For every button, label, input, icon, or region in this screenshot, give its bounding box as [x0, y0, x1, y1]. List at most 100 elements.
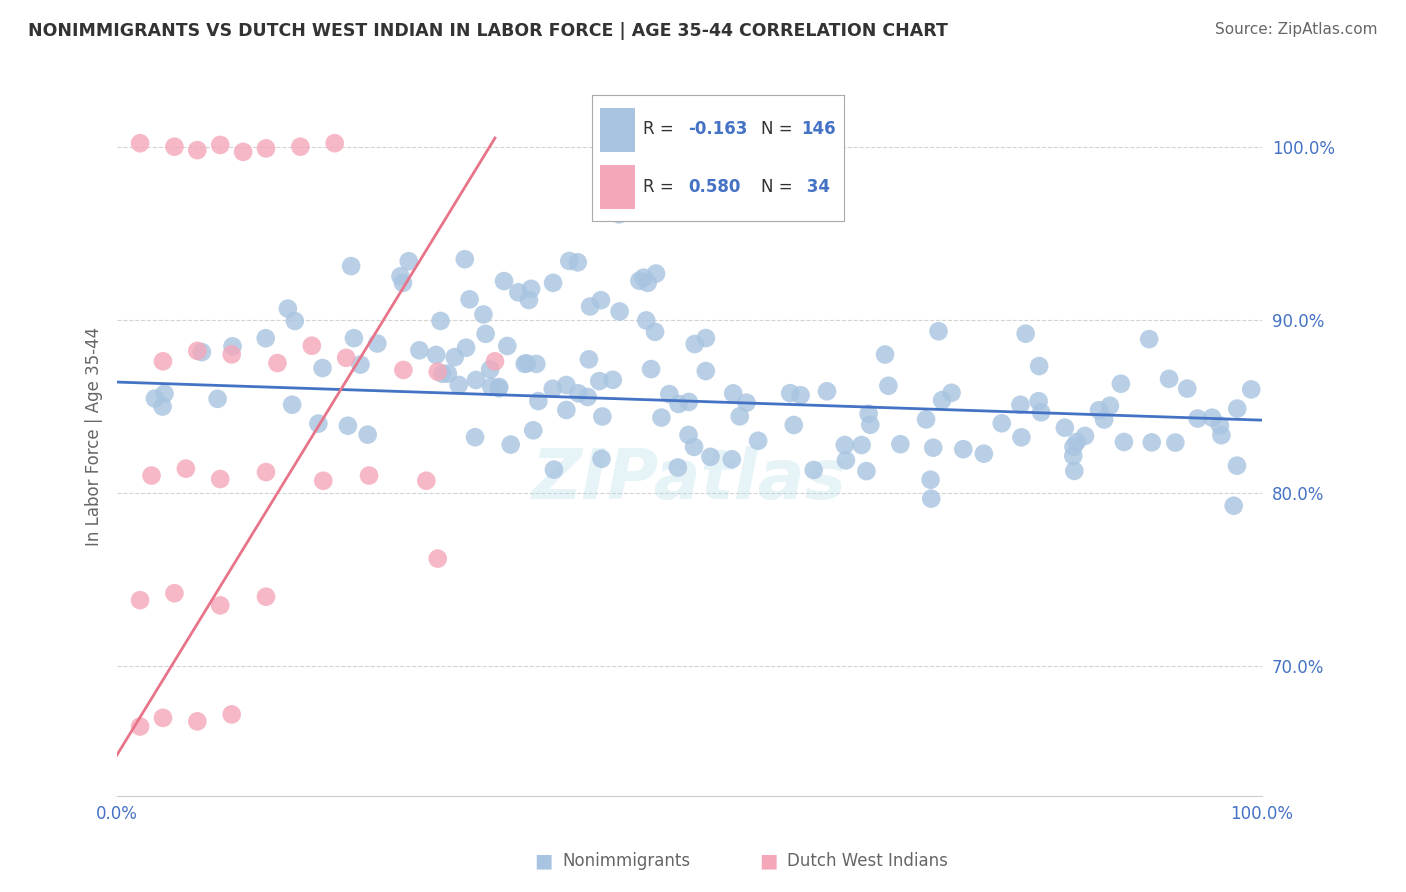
- Point: [392, 363, 415, 377]
- Point: [357, 468, 380, 483]
- Point: [640, 362, 662, 376]
- Point: [152, 354, 174, 368]
- Point: [875, 347, 897, 361]
- Point: [349, 358, 371, 372]
- Point: [607, 207, 630, 221]
- Point: [1010, 398, 1032, 412]
- Point: [877, 379, 900, 393]
- Text: Nonimmigrants: Nonimmigrants: [562, 852, 690, 870]
- Point: [541, 276, 564, 290]
- Point: [516, 356, 538, 370]
- Point: [633, 270, 655, 285]
- Point: [915, 412, 938, 426]
- Point: [1112, 434, 1135, 449]
- Point: [728, 409, 751, 424]
- Point: [520, 282, 543, 296]
- Point: [465, 373, 488, 387]
- Point: [207, 392, 229, 406]
- Point: [429, 314, 451, 328]
- Point: [931, 393, 953, 408]
- Text: ■: ■: [534, 851, 553, 871]
- Point: [1092, 412, 1115, 426]
- Point: [153, 386, 176, 401]
- Point: [221, 339, 243, 353]
- Point: [517, 293, 540, 307]
- Point: [720, 452, 742, 467]
- Point: [186, 143, 208, 157]
- Point: [143, 392, 166, 406]
- Point: [591, 451, 613, 466]
- Point: [973, 447, 995, 461]
- Point: [488, 380, 510, 394]
- Point: [735, 395, 758, 409]
- Point: [281, 398, 304, 412]
- Point: [683, 337, 706, 351]
- Point: [855, 464, 877, 478]
- Point: [579, 300, 602, 314]
- Point: [747, 434, 769, 448]
- Text: NONIMMIGRANTS VS DUTCH WEST INDIAN IN LABOR FORCE | AGE 35-44 CORRELATION CHART: NONIMMIGRANTS VS DUTCH WEST INDIAN IN LA…: [28, 22, 948, 40]
- Point: [541, 382, 564, 396]
- Text: ■: ■: [759, 851, 778, 871]
- Point: [851, 438, 873, 452]
- Point: [641, 192, 664, 206]
- Point: [1098, 399, 1121, 413]
- Point: [591, 409, 613, 424]
- Point: [1028, 394, 1050, 409]
- Point: [558, 254, 581, 268]
- Point: [920, 473, 942, 487]
- Point: [191, 345, 214, 359]
- Point: [941, 385, 963, 400]
- Point: [636, 313, 658, 327]
- Point: [284, 314, 307, 328]
- Point: [209, 599, 232, 613]
- Point: [474, 326, 496, 341]
- Point: [499, 437, 522, 451]
- Point: [366, 336, 388, 351]
- Point: [290, 139, 312, 153]
- Point: [254, 465, 277, 479]
- Point: [436, 367, 458, 381]
- Point: [141, 468, 163, 483]
- Point: [1240, 383, 1263, 397]
- Point: [658, 387, 681, 401]
- Point: [398, 254, 420, 268]
- Point: [1222, 499, 1244, 513]
- Point: [543, 462, 565, 476]
- Point: [484, 354, 506, 368]
- Point: [152, 711, 174, 725]
- Point: [443, 350, 465, 364]
- Point: [567, 255, 589, 269]
- Point: [1088, 403, 1111, 417]
- Point: [277, 301, 299, 316]
- Point: [513, 357, 536, 371]
- Point: [209, 472, 232, 486]
- Text: Source: ZipAtlas.com: Source: ZipAtlas.com: [1215, 22, 1378, 37]
- Point: [1074, 429, 1097, 443]
- Point: [340, 259, 363, 273]
- Point: [492, 274, 515, 288]
- Point: [789, 388, 811, 402]
- Point: [323, 136, 346, 151]
- Point: [1066, 434, 1088, 449]
- Point: [1053, 420, 1076, 434]
- Point: [266, 356, 288, 370]
- Point: [1010, 430, 1032, 444]
- Point: [683, 440, 706, 454]
- Point: [254, 331, 277, 345]
- Point: [343, 331, 366, 345]
- Point: [357, 427, 380, 442]
- Point: [1062, 449, 1084, 463]
- Point: [447, 378, 470, 392]
- Point: [645, 267, 668, 281]
- Point: [209, 137, 232, 152]
- Point: [695, 364, 717, 378]
- Point: [301, 339, 323, 353]
- Point: [928, 324, 950, 338]
- Point: [426, 551, 449, 566]
- Point: [1211, 428, 1233, 442]
- Point: [254, 590, 277, 604]
- Point: [186, 714, 208, 729]
- Point: [1175, 382, 1198, 396]
- Point: [650, 410, 672, 425]
